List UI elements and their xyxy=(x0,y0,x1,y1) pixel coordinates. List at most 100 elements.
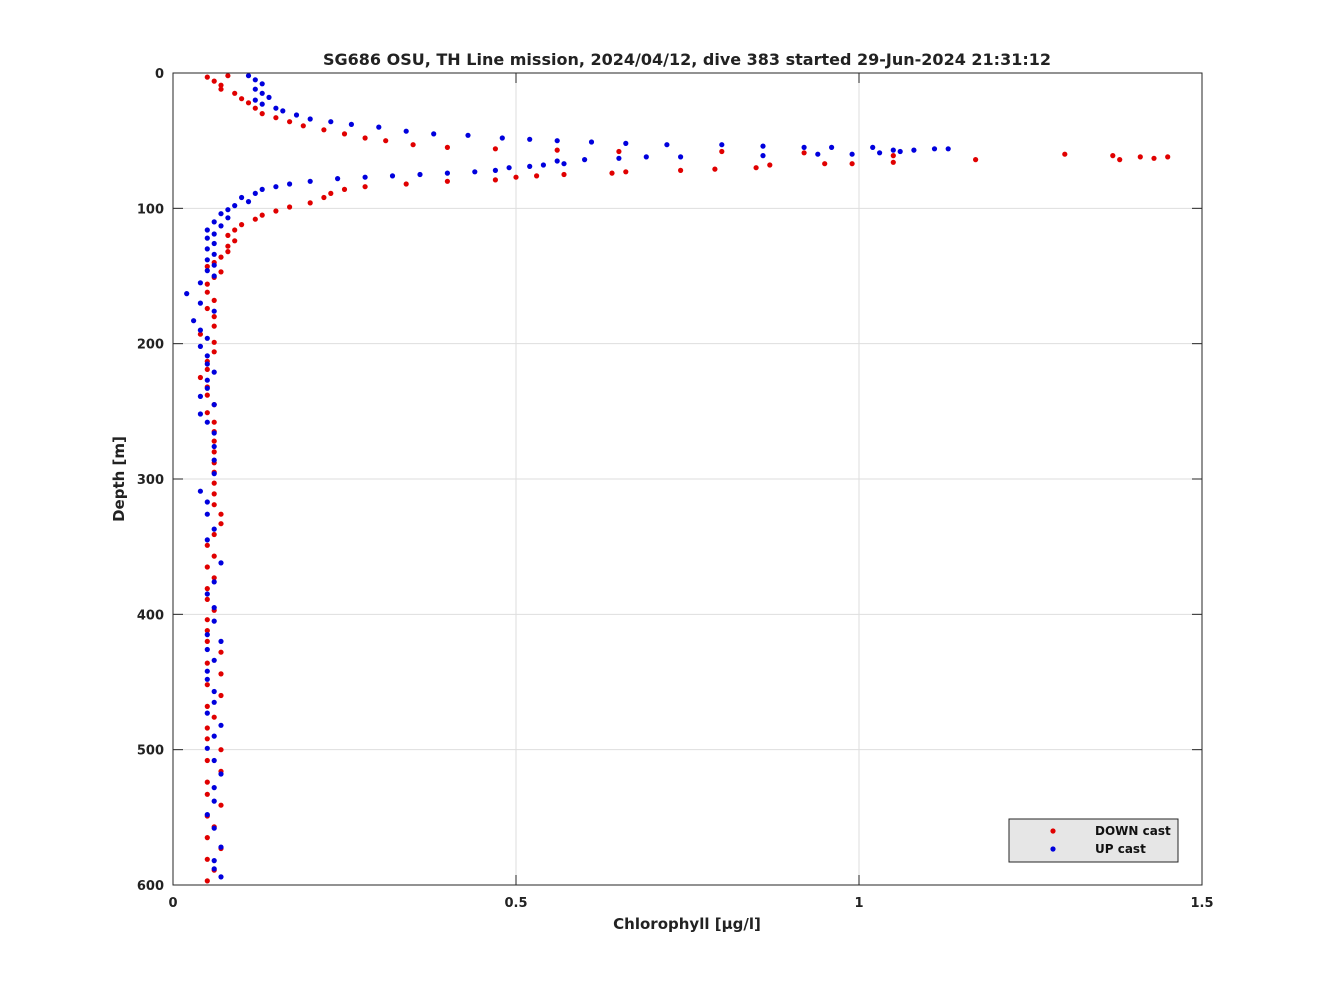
data-point xyxy=(218,649,224,655)
data-point xyxy=(259,90,265,96)
data-point xyxy=(527,163,533,169)
data-point xyxy=(184,291,190,297)
data-point xyxy=(273,115,279,121)
data-point xyxy=(204,499,210,505)
data-point xyxy=(191,318,197,324)
data-point xyxy=(760,143,766,149)
data-point xyxy=(204,710,210,716)
data-point xyxy=(252,97,258,103)
data-point xyxy=(801,144,807,150)
data-point xyxy=(245,199,252,205)
data-point xyxy=(204,745,210,751)
data-point xyxy=(431,131,437,137)
data-point xyxy=(218,511,224,517)
data-point xyxy=(252,77,258,83)
data-point xyxy=(815,151,821,157)
data-point xyxy=(849,151,855,157)
data-point xyxy=(239,96,245,102)
y-tick-label: 500 xyxy=(137,744,164,759)
data-point xyxy=(273,105,279,111)
data-point xyxy=(211,323,217,329)
data-point xyxy=(204,263,210,270)
y-tick-label: 400 xyxy=(137,608,164,623)
data-point xyxy=(197,393,203,399)
data-point xyxy=(204,268,210,274)
legend: DOWN cast UP cast xyxy=(1008,818,1179,863)
data-point xyxy=(321,194,327,201)
data-point xyxy=(623,140,629,146)
data-point xyxy=(211,699,217,705)
data-point xyxy=(506,165,512,171)
data-point xyxy=(211,605,217,611)
data-point xyxy=(211,78,217,84)
data-point xyxy=(465,132,471,138)
data-point xyxy=(204,632,210,638)
data-point xyxy=(204,676,210,682)
data-point xyxy=(197,488,203,494)
data-point xyxy=(712,166,718,172)
data-point xyxy=(417,171,423,178)
data-point xyxy=(890,159,896,165)
data-point xyxy=(273,208,279,214)
data-point xyxy=(287,119,293,125)
data-point xyxy=(945,146,951,152)
data-point xyxy=(280,108,286,114)
data-point xyxy=(239,194,245,201)
data-point xyxy=(252,86,258,92)
data-point xyxy=(492,146,498,152)
data-point xyxy=(307,200,313,206)
data-point xyxy=(225,249,231,255)
data-point xyxy=(321,127,327,133)
data-point xyxy=(204,660,210,666)
data-point xyxy=(225,207,231,213)
data-point xyxy=(211,575,217,581)
data-point xyxy=(252,216,258,222)
data-point xyxy=(561,171,567,178)
data-point xyxy=(678,167,684,173)
data-point xyxy=(218,521,224,527)
data-point xyxy=(218,82,224,88)
grid-lines xyxy=(173,73,1202,885)
legend-marker-down xyxy=(1050,828,1056,834)
data-point xyxy=(218,638,224,645)
data-point xyxy=(877,150,883,156)
data-point xyxy=(897,148,903,155)
y-tick-label: 100 xyxy=(137,202,164,217)
data-point xyxy=(197,300,203,306)
data-point xyxy=(211,297,217,303)
data-point xyxy=(218,211,224,217)
data-point xyxy=(890,153,896,159)
data-point xyxy=(204,410,210,416)
data-point xyxy=(211,757,217,764)
data-point xyxy=(204,542,210,548)
data-point xyxy=(232,227,238,233)
data-point xyxy=(218,254,224,260)
data-point xyxy=(197,374,203,381)
data-point xyxy=(252,190,258,196)
data-point xyxy=(204,289,210,295)
data-point xyxy=(259,101,265,107)
data-point xyxy=(245,73,252,79)
data-point xyxy=(218,223,224,229)
data-point xyxy=(513,174,519,180)
data-point xyxy=(643,154,649,160)
data-point xyxy=(218,671,224,677)
data-point xyxy=(890,147,896,153)
data-point xyxy=(383,138,389,144)
data-point xyxy=(849,161,855,167)
data-point xyxy=(204,703,210,710)
data-point xyxy=(204,628,210,634)
data-point xyxy=(204,377,210,383)
data-point xyxy=(211,251,217,257)
data-point xyxy=(218,269,224,275)
data-point xyxy=(911,147,917,153)
data-point xyxy=(534,173,540,179)
data-point xyxy=(822,161,828,167)
data-point xyxy=(204,227,210,233)
x-tick-label: 1.5 xyxy=(1190,896,1213,911)
data-point xyxy=(204,835,210,841)
data-point xyxy=(211,657,217,663)
data-point xyxy=(211,308,217,314)
data-point xyxy=(204,856,210,862)
data-point xyxy=(307,178,313,184)
